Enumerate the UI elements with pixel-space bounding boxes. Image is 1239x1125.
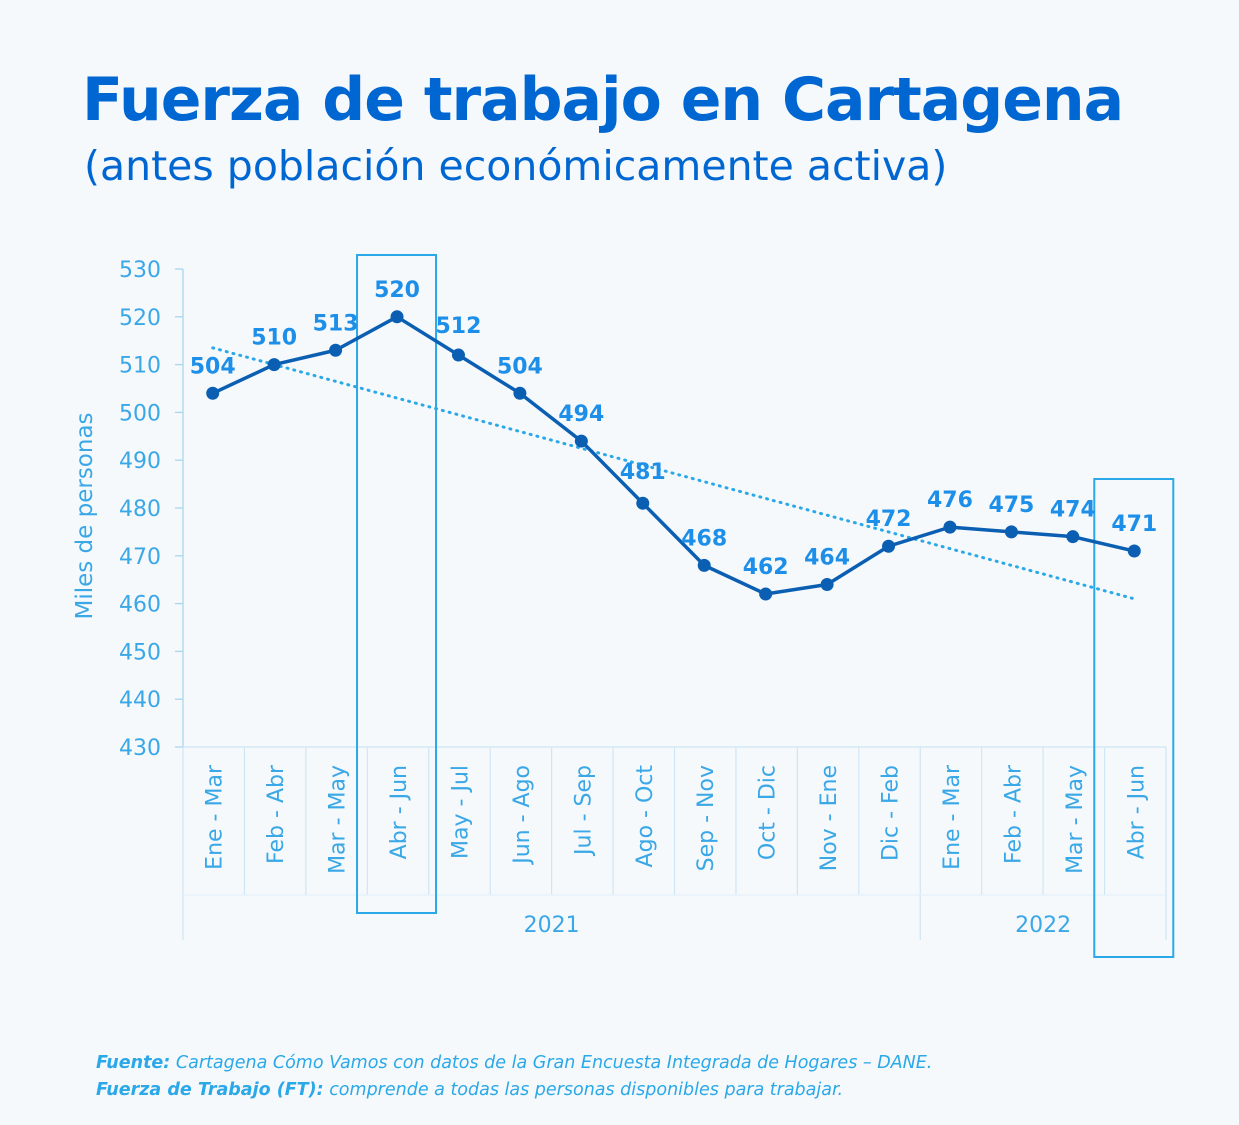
y-axis-label: Miles de personas xyxy=(72,412,98,619)
y-tick-label: 510 xyxy=(119,354,161,379)
data-label: 512 xyxy=(436,314,482,339)
definition-text: comprende a todas las personas disponibl… xyxy=(329,1080,844,1100)
trendline xyxy=(211,346,1136,601)
x-tick-label: Abr - Jun xyxy=(1124,765,1149,859)
x-tick-label: Dic - Feb xyxy=(879,765,904,861)
data-point xyxy=(820,577,834,591)
x-tick-label: Feb - Abr xyxy=(1001,764,1026,864)
y-tick-label: 490 xyxy=(119,449,161,474)
data-label: 481 xyxy=(620,460,666,485)
data-label: 510 xyxy=(251,326,297,351)
data-point xyxy=(513,386,527,400)
data-point xyxy=(267,358,281,372)
data-point xyxy=(636,496,650,510)
chart-subtitle: (antes población económicamente activa) xyxy=(84,142,948,190)
data-label: 513 xyxy=(313,311,359,336)
x-tick-label: Feb - Abr xyxy=(264,764,289,864)
y-tick-label: 530 xyxy=(119,258,161,283)
x-tick-label: Sep - Nov xyxy=(694,765,719,871)
y-tick-label: 470 xyxy=(119,545,161,570)
x-tick-label: Mar - May xyxy=(1063,765,1088,874)
data-point xyxy=(390,310,404,324)
data-label: 504 xyxy=(497,354,543,379)
year-group-label: 2022 xyxy=(1015,913,1071,938)
y-tick-label: 450 xyxy=(119,640,161,665)
x-tick-label: Ene - Mar xyxy=(940,764,965,870)
series-line xyxy=(211,315,1135,596)
source-text: Cartagena Cómo Vamos con datos de la Gra… xyxy=(175,1053,933,1073)
data-point xyxy=(451,348,465,362)
data-label: 471 xyxy=(1111,512,1157,537)
data-label: 474 xyxy=(1050,498,1096,523)
y-axis: 530 520 510 500 490 480 470 460 450 440 430 xyxy=(119,258,184,761)
data-label: 464 xyxy=(804,545,850,570)
data-label: 468 xyxy=(681,526,727,551)
source-line: Fuente: Cartagena Cómo Vamos con datos d… xyxy=(96,1050,932,1077)
data-label: 462 xyxy=(743,555,789,580)
y-tick-label: 460 xyxy=(119,593,161,618)
data-point xyxy=(206,386,220,400)
x-tick-label: Oct - Dic xyxy=(756,765,781,860)
data-point xyxy=(697,558,711,572)
data-point xyxy=(1127,544,1141,558)
x-tick-label: Mar - May xyxy=(326,765,351,874)
data-point xyxy=(1004,525,1018,539)
x-tick-label: Ago - Oct xyxy=(633,765,658,868)
data-point xyxy=(1066,530,1080,544)
y-tick-label: 520 xyxy=(119,306,161,331)
definition-line: Fuerza de Trabajo (FT): comprende a toda… xyxy=(96,1077,932,1104)
x-tick-label: Ene - Mar xyxy=(203,764,228,870)
data-label: 476 xyxy=(927,488,973,513)
data-label: 504 xyxy=(190,354,236,379)
source-label: Fuente: xyxy=(96,1053,171,1073)
x-tick-label: May - Jul xyxy=(448,765,473,859)
chart-title: Fuerza de trabajo en Cartagena xyxy=(82,65,1124,135)
footer: Fuente: Cartagena Cómo Vamos con datos d… xyxy=(96,1050,932,1104)
data-label: 520 xyxy=(374,278,420,303)
year-group-label: 2021 xyxy=(524,913,580,938)
y-tick-label: 500 xyxy=(119,401,161,426)
x-tick-label: Jul - Sep xyxy=(571,765,596,857)
line-chart: 530 520 510 500 490 480 470 460 450 440 430 Ene - … xyxy=(72,254,1175,958)
highlight-box xyxy=(1093,478,1175,958)
x-tick-label: Nov - Ene xyxy=(817,765,842,871)
y-tick-label: 440 xyxy=(119,688,161,713)
data-label: 494 xyxy=(558,402,604,427)
data-point xyxy=(574,434,588,448)
data-point xyxy=(882,539,896,553)
data-label: 472 xyxy=(866,507,912,532)
y-tick-label: 430 xyxy=(119,736,161,761)
series-layer: 504 510 513 520 512 504 494 481 468 462 464 472 476 4… xyxy=(190,278,1157,601)
y-tick-label: 480 xyxy=(119,497,161,522)
data-point xyxy=(329,343,343,357)
definition-label: Fuerza de Trabajo (FT): xyxy=(96,1080,324,1100)
highlight-boxes xyxy=(356,254,1175,958)
highlight-box xyxy=(356,254,438,914)
category-table: Ene - Mar Feb - Abr Mar - May Abr - Jun May … xyxy=(182,746,1167,940)
data-label: 475 xyxy=(988,493,1034,518)
trendline-layer xyxy=(211,346,1136,601)
x-tick-label: Jun - Ago xyxy=(510,765,535,866)
data-point xyxy=(943,520,957,534)
x-tick-label: Abr - Jun xyxy=(387,765,412,859)
data-point xyxy=(759,587,773,601)
